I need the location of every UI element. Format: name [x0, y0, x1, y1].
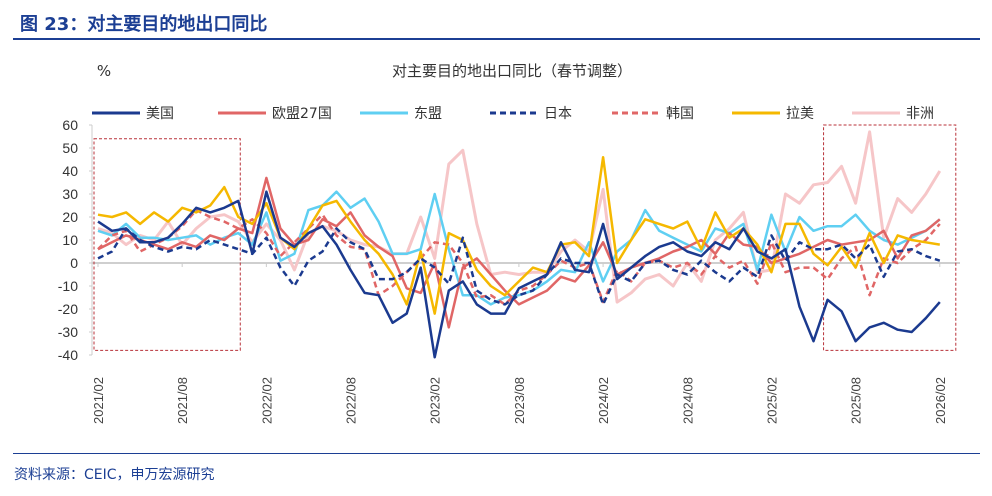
y-tick-label: 20	[62, 209, 78, 225]
y-tick-label: 0	[70, 255, 78, 271]
axes: 60 50 40 30 20 10 0 -10 -20 -30 -40 2021/02 2021/08 2…	[58, 117, 960, 424]
series-line-0	[97, 190, 941, 359]
chart: 对主要目的地出口同比（春节调整） % 美国 欧盟27国 东盟 日本 韩国 拉美 非洲 60 5…	[58, 62, 960, 424]
series-line-2	[97, 190, 941, 306]
legend-label: 日本	[544, 106, 572, 122]
y-tick-label: 40	[62, 163, 78, 179]
y-tick-label: -30	[58, 324, 78, 340]
x-tick-label: 2022/02	[259, 377, 274, 424]
y-axis-unit: %	[97, 62, 111, 80]
highlight-boxes	[93, 124, 957, 351]
legend-label: 美国	[146, 106, 174, 122]
figure-title: 图 23：对主要目的地出口同比	[20, 14, 268, 35]
y-tick-label: -10	[58, 278, 78, 294]
y-tick-label: 50	[62, 140, 78, 156]
x-tick-label: 2025/02	[764, 377, 779, 424]
x-tick-label: 2025/08	[849, 377, 864, 424]
y-tick-label: 60	[62, 117, 78, 133]
series-lines	[97, 130, 942, 359]
x-tick-label: 2021/08	[175, 377, 190, 424]
legend-label: 韩国	[666, 106, 694, 122]
series-line-1	[97, 176, 941, 329]
y-tick-label: -20	[58, 301, 78, 317]
x-tick-label: 2026/02	[933, 377, 948, 424]
x-tick-label: 2023/08	[512, 377, 527, 424]
y-tick-label: 10	[62, 232, 78, 248]
legend-label: 非洲	[906, 106, 934, 122]
source-rule	[13, 453, 980, 454]
x-tick-label: 2022/08	[344, 377, 359, 424]
x-tick-label: 2024/02	[596, 377, 611, 424]
y-tick-label: -40	[58, 347, 78, 363]
series-line-5	[97, 155, 941, 315]
title-rule	[13, 38, 980, 40]
y-tick-label: 30	[62, 186, 78, 202]
source-note: 资料来源：CEIC，申万宏源研究	[14, 467, 215, 483]
highlight-box	[93, 138, 241, 351]
highlight-box	[823, 124, 957, 351]
x-tick-label: 2021/02	[91, 377, 106, 424]
legend-label: 东盟	[414, 106, 442, 122]
series-line-6	[97, 130, 942, 304]
legend: 美国 欧盟27国 东盟 日本 韩国 拉美 非洲	[92, 106, 934, 122]
x-tick-label: 2024/08	[680, 377, 695, 424]
legend-label: 拉美	[786, 106, 814, 122]
x-tick-label: 2023/02	[428, 377, 443, 424]
series-line-3	[97, 227, 941, 306]
chart-title: 对主要目的地出口同比（春节调整）	[392, 62, 632, 80]
legend-label: 欧盟27国	[272, 106, 332, 122]
